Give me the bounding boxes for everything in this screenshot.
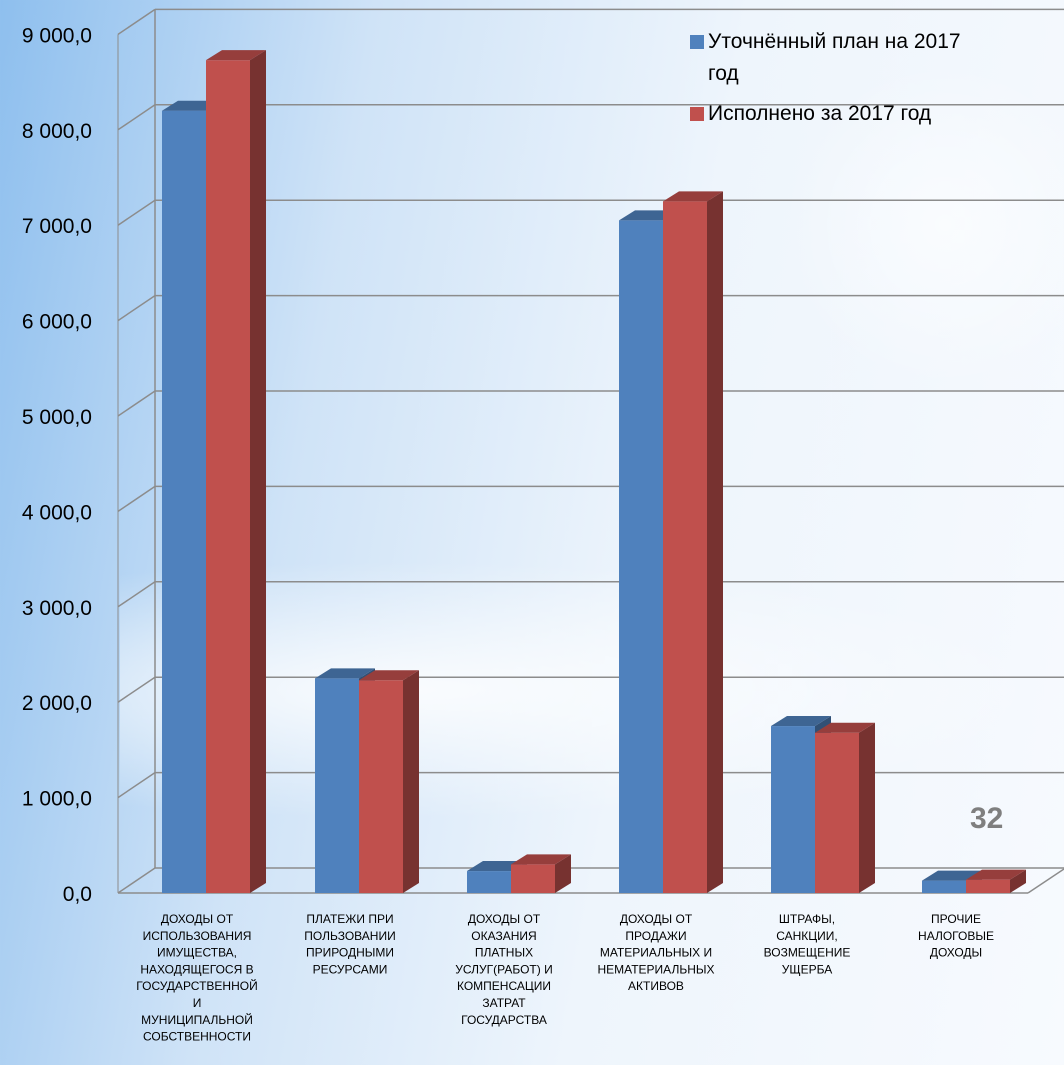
y-tick-label: 9 000,0 <box>22 24 92 47</box>
bar-actual <box>511 854 571 893</box>
bar-side <box>250 50 266 893</box>
bar-front <box>619 220 663 893</box>
category-label: ПРОЧИЕ НАЛОГОВЫЕ ДОХОДЫ <box>918 912 994 960</box>
bar-front <box>663 201 707 894</box>
bar-side <box>555 854 571 893</box>
bar-actual <box>359 670 419 893</box>
bar-top <box>315 668 375 679</box>
y-axis-ticks: 0,0 1 000,0 2 000,0 3 000,0 4 000,0 5 000,0 6 … <box>22 24 92 906</box>
bar-front <box>315 678 359 893</box>
grid-side-line <box>117 8 156 36</box>
y-tick-label: 0,0 <box>63 883 92 906</box>
bar-front <box>922 880 966 893</box>
category-label: ДОХОДЫ ОТ ОКАЗАНИЯ ПЛАТНЫХ УСЛУГ(РАБОТ) И КО… <box>455 912 552 1027</box>
grid-side-line <box>117 581 156 608</box>
bar-front <box>511 864 555 893</box>
y-tick-label: 6 000,0 <box>22 311 92 334</box>
chart-bars <box>162 50 1026 894</box>
chart-legend: Уточнённый план на 2017 год Исполнено за 2… <box>690 30 961 125</box>
bar-top <box>815 722 875 733</box>
y-tick-label: 7 000,0 <box>22 215 92 238</box>
bar-front <box>815 732 859 893</box>
bar-top <box>922 870 982 881</box>
legend-swatch <box>690 35 704 49</box>
bar-top <box>206 50 266 61</box>
bar-actual <box>663 191 723 894</box>
y-tick-label: 8 000,0 <box>22 120 92 143</box>
bar-top <box>663 191 723 202</box>
grid-side-line <box>117 771 156 799</box>
bar-front <box>162 110 206 894</box>
category-label: ШТРАФЫ, САНКЦИИ, ВОЗМЕЩЕНИЕ УЩЕРБА <box>764 912 851 976</box>
bar-top <box>511 854 571 865</box>
legend-label: Исполнено за 2017 год <box>708 102 931 125</box>
bar-side <box>707 191 723 894</box>
grid-side-line <box>117 867 156 894</box>
bar-top <box>966 869 1026 880</box>
bar-actual <box>815 722 875 893</box>
bar-actual <box>966 869 1026 893</box>
chart-grid <box>117 8 1064 894</box>
bar-front <box>206 60 250 893</box>
page-number: 32 <box>970 802 1004 835</box>
y-tick-label: 4 000,0 <box>22 501 92 524</box>
grid-side-line <box>117 199 156 226</box>
grid-side-line <box>117 390 156 417</box>
y-tick-label: 3 000,0 <box>22 597 92 620</box>
bar-top <box>359 670 419 681</box>
category-label: ПЛАТЕЖИ ПРИ ПОЛЬЗОВАНИИ ПРИРОДНЫМИ РЕСУРСАМ… <box>304 912 395 976</box>
bar-actual <box>206 50 266 893</box>
bar-front <box>966 879 1010 893</box>
bar-front <box>359 680 403 893</box>
x-axis-side-line <box>1027 868 1064 894</box>
y-tick-label: 1 000,0 <box>22 788 92 811</box>
grid-side-line <box>117 485 156 513</box>
category-label: ДОХОДЫ ОТ ИСПОЛЬЗОВАНИЯ ИМУЩЕСТВА, НАХОДЯЩЕ… <box>136 912 257 1044</box>
grid-side-line <box>117 676 156 703</box>
bar-front <box>771 726 815 893</box>
category-label: ДОХОДЫ ОТ ПРОДАЖИ МАТЕРИАЛЬНЫХ И НЕМАТЕРИАЛ… <box>597 912 714 993</box>
legend-label: Уточнённый план на 2017 год <box>708 30 961 85</box>
bar-side <box>859 722 875 893</box>
legend-swatch <box>690 107 704 121</box>
y-tick-label: 5 000,0 <box>22 406 92 429</box>
bar-side <box>1010 869 1026 893</box>
bar-side <box>403 670 419 893</box>
x-axis-categories: ДОХОДЫ ОТ ИСПОЛЬЗОВАНИЯ ИМУЩЕСТВА, НАХОДЯЩЕ… <box>136 912 994 1044</box>
bar-top <box>771 716 831 727</box>
grid-side-line <box>117 294 156 322</box>
y-tick-label: 2 000,0 <box>22 692 92 715</box>
bar-front <box>467 871 511 893</box>
grid-side-line <box>117 104 156 131</box>
